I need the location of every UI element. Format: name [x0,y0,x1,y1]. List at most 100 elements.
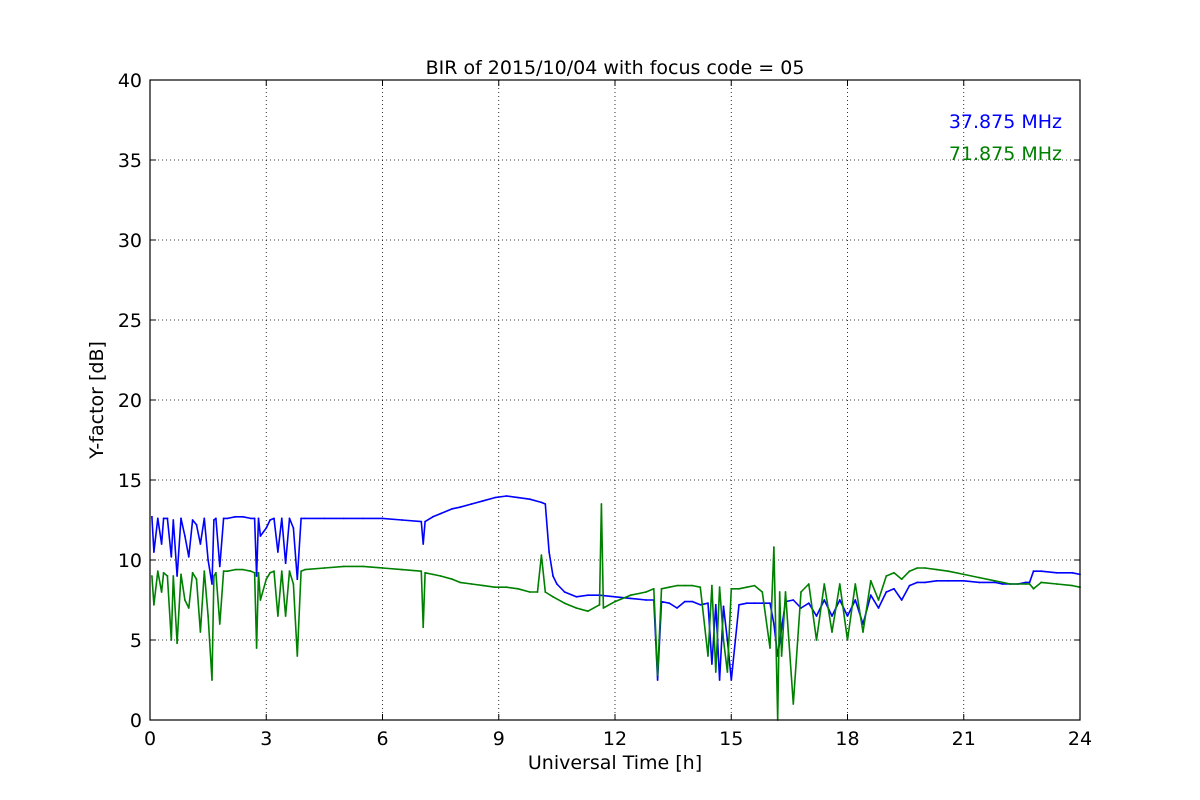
data-point [400,519,403,521]
data-point [342,517,345,520]
data-point [761,602,764,605]
data-point [226,517,229,520]
data-point [823,583,826,585]
x-tick-label: 12 [603,728,627,750]
data-point [342,565,345,568]
data-point [745,602,748,605]
data-point [265,527,268,529]
data-point [424,520,427,523]
data-point [1032,570,1035,573]
legend-entry-1: 37.875 MHz [949,111,1062,133]
data-point [505,586,508,589]
data-point [214,517,217,520]
data-point [166,575,169,577]
data-point [431,515,434,518]
data-point [656,679,659,681]
data-point [257,571,260,574]
data-point [792,599,795,601]
data-point [540,501,543,504]
data-point [714,603,717,606]
data-point [207,559,210,561]
data-point [191,571,194,574]
data-point [422,626,425,629]
grid [150,80,1080,720]
data-point [780,655,783,657]
data-point [900,599,903,601]
data-point [722,639,725,641]
data-point [304,568,306,571]
data-point [1071,571,1074,574]
data-point [792,703,795,705]
data-point [493,586,496,589]
data-point [1040,570,1043,573]
data-point [614,600,616,603]
data-point [222,517,225,520]
data-point [935,579,938,582]
data-point [459,506,461,509]
data-point [769,647,771,649]
x-tick-label: 0 [144,728,156,750]
data-point [269,571,272,574]
data-point [187,607,190,609]
data-point [947,570,950,573]
x-tick-label: 15 [719,728,743,750]
data-point [900,578,903,581]
data-point [517,587,520,590]
data-point [924,567,926,569]
data-point [424,571,427,574]
data-point [645,591,647,593]
data-point [300,570,303,573]
data-point [563,602,566,605]
data-point [517,496,520,499]
data-point [699,603,702,606]
data-point [778,591,781,593]
y-tick-label: 30 [118,230,142,252]
data-point [575,607,578,609]
data-point [482,499,485,502]
data-point [660,587,663,590]
data-point [296,655,299,657]
data-point [893,587,895,590]
data-point [924,581,926,584]
data-point [199,631,202,633]
data-point [280,517,283,520]
data-point [259,535,262,537]
y-tick-label: 10 [118,550,142,572]
data-point [439,575,442,577]
data-point [226,570,229,573]
data-point [288,517,291,520]
data-point [269,519,272,521]
data-point [381,567,384,569]
data-point [600,503,603,505]
data-point [916,581,919,584]
data-point [211,583,213,585]
x-tick-label: 21 [952,728,976,750]
data-point [575,595,578,598]
data-point [676,607,678,609]
ticks: 0 3 6 9 12 15 18 21 24 0 5 10 15 20 25 30 35 40 [118,70,1092,750]
data-point [170,639,173,641]
data-point [276,615,279,617]
data-point [893,571,895,574]
data-point [935,568,938,571]
data-point [323,567,326,569]
data-point [300,517,303,520]
data-point [505,495,508,497]
data-point [993,581,996,584]
data-point [199,543,202,545]
legend-entry-2: 71.875 MHz [949,143,1062,165]
data-point [381,517,384,520]
data-point [151,575,153,577]
data-point [652,587,655,590]
data-point [1032,587,1035,590]
data-point [470,583,473,585]
data-point [629,597,632,600]
y-tick-label: 5 [130,630,142,652]
data-point [166,517,169,520]
data-point [203,570,206,573]
data-point [273,517,275,520]
data-point [846,639,849,641]
data-point [304,517,306,520]
